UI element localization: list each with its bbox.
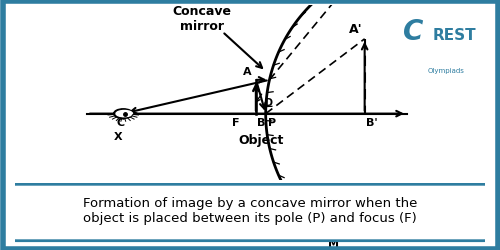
FancyBboxPatch shape <box>8 184 492 241</box>
Text: B: B <box>257 118 266 128</box>
Text: Object: Object <box>238 134 284 147</box>
Text: Image: Image <box>386 71 430 84</box>
FancyBboxPatch shape <box>374 3 496 99</box>
Text: A': A' <box>348 24 362 36</box>
Text: M: M <box>328 239 339 249</box>
Text: P: P <box>268 118 276 128</box>
Ellipse shape <box>114 109 133 118</box>
Text: A: A <box>242 68 251 78</box>
Text: Concave
mirror: Concave mirror <box>172 6 231 34</box>
Text: REST: REST <box>433 28 476 43</box>
Text: Olympiads: Olympiads <box>428 68 465 73</box>
Text: D: D <box>264 98 272 108</box>
Text: C: C <box>403 18 423 46</box>
Ellipse shape <box>116 110 132 117</box>
Text: F: F <box>232 118 239 128</box>
Text: X: X <box>114 132 123 142</box>
Text: Formation of image by a concave mirror when the
object is placed between its pol: Formation of image by a concave mirror w… <box>83 197 417 225</box>
Text: C: C <box>116 118 124 128</box>
Text: B': B' <box>366 118 378 128</box>
